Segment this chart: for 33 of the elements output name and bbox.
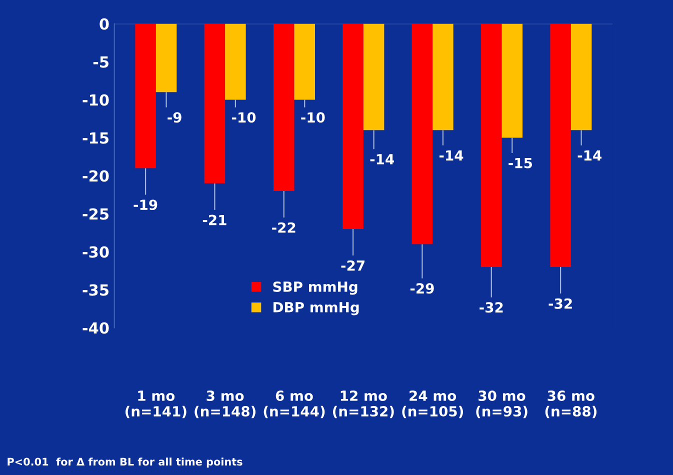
x-tick-label: 3 mo (n=148) (194, 390, 256, 418)
y-tick-label: -10 (82, 94, 109, 106)
x-tick-label: 36 mo (n=88) (545, 390, 597, 418)
y-tick-label: -30 (82, 246, 109, 258)
data-label: -15 (508, 158, 532, 168)
x-tick-label: 6 mo (n=144) (264, 390, 325, 418)
data-label: -32 (548, 298, 572, 309)
data-label: -10 (301, 112, 325, 123)
y-tick-label: -15 (82, 132, 108, 144)
data-label: -14 (578, 150, 602, 160)
x-tick-label: 1 mo (n=141) (126, 390, 186, 418)
y-tick-label: -25 (82, 208, 108, 220)
legend-label: SBP mmHg (273, 281, 358, 295)
y-tick-label: -35 (82, 284, 108, 296)
data-label: -14 (439, 150, 464, 160)
x-tick-label: 24 mo (n=105) (402, 390, 463, 418)
data-label: -9 (168, 112, 182, 123)
y-tick-label: -40 (82, 322, 109, 334)
y-tick-label: -20 (82, 170, 109, 182)
x-tick-label: 12 mo (n=132) (333, 390, 394, 418)
text: P<0.01 for Δ from BL for all time points (8, 458, 242, 468)
y-tick-label: 0 (100, 18, 109, 30)
data-label: -19 (134, 200, 158, 210)
legend-label: DBP mmHg (274, 302, 359, 316)
x-tick-label: 30 mo (n=93) (476, 390, 528, 418)
data-label: -14 (370, 154, 394, 164)
data-label: -32 (480, 302, 503, 313)
data-label: -10 (232, 112, 256, 123)
data-label: -22 (272, 222, 296, 233)
data-label: -29 (410, 283, 434, 294)
data-label: -27 (341, 260, 364, 271)
data-label: -21 (202, 214, 226, 226)
y-tick-label: -5 (93, 56, 108, 68)
